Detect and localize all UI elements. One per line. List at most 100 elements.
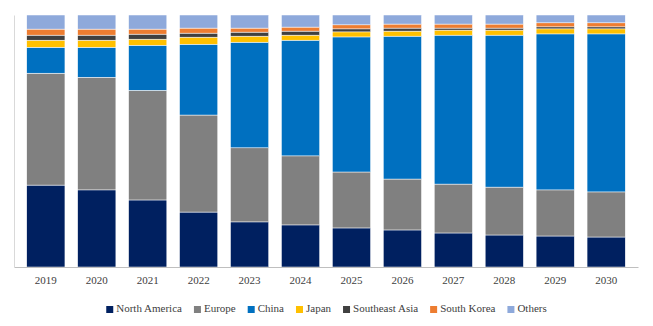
x-tick-label: 2028 [493,274,516,286]
legend-label: North America [116,302,182,314]
y-axis-line [14,16,15,268]
legend: North America Europe China Japan Southeast A… [106,302,547,314]
bar [434,28,472,30]
x-tick: 2019 [35,267,58,286]
bar [332,172,370,228]
x-tick: 2030 [595,267,618,286]
bar [281,156,319,225]
bar [434,24,472,28]
x-tick: 2020 [86,267,109,286]
series-bars [27,73,626,237]
x-tick: 2021 [137,267,159,286]
bar [383,179,421,230]
x-tick: 2026 [391,267,414,286]
bar [536,27,574,29]
x-tick-label: 2021 [137,274,159,286]
bar [180,37,218,44]
x-tick-label: 2019 [35,274,58,286]
bar [27,15,65,29]
legend-swatch [248,306,255,313]
x-tick: 2024 [290,267,313,286]
bar [383,24,421,28]
bar [332,37,370,172]
x-tick-label: 2022 [188,274,210,286]
bar [485,30,523,35]
bar [27,185,65,267]
legend-label: Europe [204,302,236,314]
x-tick-label: 2025 [340,274,363,286]
bar [485,35,523,187]
bar [587,29,625,34]
bar [230,148,268,222]
bar [332,32,370,37]
legend-label: Japan [306,302,332,314]
series-bars [27,34,626,192]
bar [180,15,218,28]
legend-label: China [258,302,284,314]
bar [230,42,268,148]
bar [78,47,116,77]
bar [129,45,167,90]
bar [78,15,116,29]
legend-item: Southeast Asia [343,302,418,314]
x-tick: 2028 [493,267,516,286]
legend-item: Japan [296,302,332,314]
bar [536,34,574,190]
x-axis-line [15,267,639,268]
bar [332,228,370,267]
bar [281,225,319,267]
bar [383,15,421,24]
bar [485,28,523,30]
bar [332,29,370,32]
bar [129,39,167,45]
bar [485,24,523,28]
legend-swatch [343,306,350,313]
bar [587,237,625,267]
x-tick-label: 2029 [544,274,567,286]
bar [78,77,116,190]
bar [485,235,523,267]
bar [434,233,472,267]
x-tick: 2027 [442,267,465,286]
x-tick-label: 2024 [290,274,313,286]
bar [78,35,116,40]
x-tick-label: 2027 [442,274,465,286]
bar [383,31,421,36]
bar [434,30,472,35]
x-tick: 2029 [544,267,567,286]
legend-item: China [248,302,284,314]
x-tick-label: 2023 [239,274,262,286]
x-axis: 2019 2020 2021 2022 2023 2024 2025 2026 2027 2028… [15,267,639,286]
bar [230,32,268,36]
bar [485,15,523,24]
bar [230,15,268,28]
bar [230,36,268,42]
bar [587,27,625,29]
bar [129,34,167,39]
legend-label: South Korea [440,302,495,314]
bar [587,23,625,27]
series-bars [27,29,626,47]
legend-swatch [296,306,303,313]
bar [332,15,370,25]
legend-swatch [106,306,113,313]
bar [536,23,574,27]
bar [281,40,319,156]
bar [383,28,421,31]
bar [281,27,319,31]
x-tick-label: 2026 [391,274,414,286]
bar [27,73,65,185]
bar [536,190,574,236]
bar [27,47,65,73]
bar [180,115,218,212]
legend-item: South Korea [430,302,495,314]
plot: 2019 2020 2021 2022 2023 2024 2025 2026 2027 2028… [15,15,639,286]
bar [383,230,421,267]
bar [485,187,523,235]
bar [536,15,574,23]
legend-swatch [507,306,514,313]
bar [587,34,625,192]
bar [180,33,218,37]
legend-swatch [430,306,437,313]
bar [434,35,472,184]
